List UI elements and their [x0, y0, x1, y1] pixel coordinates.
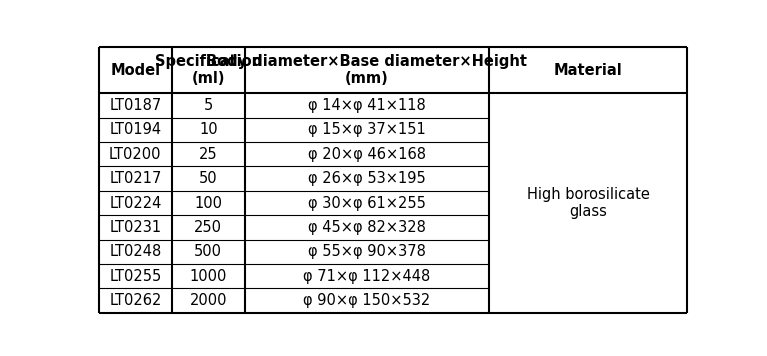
Text: φ 15×φ 37×151: φ 15×φ 37×151: [308, 122, 426, 137]
Text: φ 14×φ 41×118: φ 14×φ 41×118: [308, 98, 426, 113]
Text: 250: 250: [194, 220, 222, 235]
Text: LT0255: LT0255: [109, 269, 162, 284]
Text: 2000: 2000: [189, 293, 227, 308]
Text: 1000: 1000: [189, 269, 227, 284]
Text: 10: 10: [199, 122, 218, 137]
Text: 100: 100: [194, 195, 222, 210]
Text: φ 90×φ 150×532: φ 90×φ 150×532: [303, 293, 430, 308]
Text: LT0262: LT0262: [109, 293, 162, 308]
Text: 500: 500: [194, 244, 222, 259]
Text: 50: 50: [199, 171, 218, 186]
Text: LT0248: LT0248: [109, 244, 162, 259]
Text: LT0187: LT0187: [109, 98, 162, 113]
Text: Body diameter×Base diameter×Height
(mm): Body diameter×Base diameter×Height (mm): [206, 54, 528, 86]
Text: Material: Material: [554, 63, 623, 78]
Text: Model: Model: [110, 63, 160, 78]
Text: LT0200: LT0200: [109, 147, 162, 162]
Text: LT0224: LT0224: [109, 195, 162, 210]
Text: φ 45×φ 82×328: φ 45×φ 82×328: [308, 220, 426, 235]
Text: 5: 5: [204, 98, 213, 113]
Text: LT0231: LT0231: [109, 220, 161, 235]
Text: Specification
(ml): Specification (ml): [155, 54, 262, 86]
Text: φ 71×φ 112×448: φ 71×φ 112×448: [303, 269, 430, 284]
Text: LT0194: LT0194: [109, 122, 161, 137]
Text: LT0217: LT0217: [109, 171, 162, 186]
Text: φ 26×φ 53×195: φ 26×φ 53×195: [308, 171, 426, 186]
Text: φ 55×φ 90×378: φ 55×φ 90×378: [308, 244, 426, 259]
Text: φ 30×φ 61×255: φ 30×φ 61×255: [308, 195, 426, 210]
Text: φ 20×φ 46×168: φ 20×φ 46×168: [308, 147, 426, 162]
Text: 25: 25: [199, 147, 218, 162]
Text: High borosilicate
glass: High borosilicate glass: [527, 187, 650, 219]
